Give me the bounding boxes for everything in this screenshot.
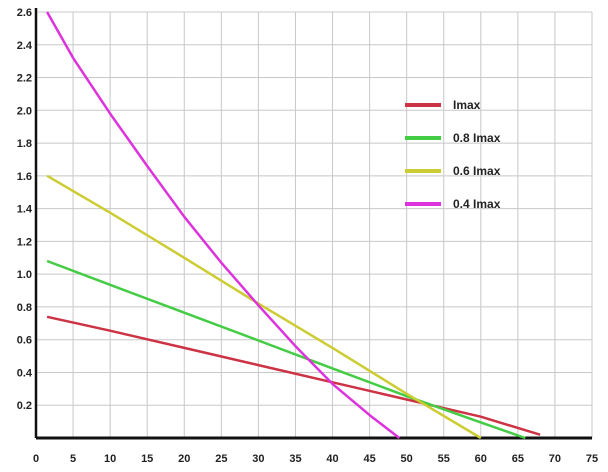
y-tick-label: 1.8 <box>17 138 32 150</box>
x-tick-label: 70 <box>549 453 561 465</box>
y-tick-label: 2.2 <box>17 73 32 85</box>
y-tick-label: 1.2 <box>17 236 32 248</box>
y-tick-label: 2.4 <box>17 40 33 52</box>
x-tick-label: 10 <box>104 453 116 465</box>
legend-label: 0.4 Imax <box>453 197 501 211</box>
x-tick-label: 75 <box>586 453 598 465</box>
x-tick-label: 0 <box>33 453 39 465</box>
x-tick-label: 30 <box>252 453 264 465</box>
series-line <box>46 259 526 440</box>
legend-label: 0.6 Imax <box>453 164 501 178</box>
x-tick-label: 40 <box>326 453 338 465</box>
y-tick-label: 2.6 <box>17 7 32 19</box>
y-tick-label: 0.6 <box>17 335 32 347</box>
x-tick-label: 5 <box>70 453 76 465</box>
legend-label: Imax <box>453 98 481 112</box>
x-tick-label: 35 <box>289 453 301 465</box>
x-tick-label: 50 <box>401 453 413 465</box>
x-tick-label: 55 <box>438 453 450 465</box>
y-tick-label: 0.2 <box>17 400 32 412</box>
y-tick-label: 0.8 <box>17 302 32 314</box>
x-tick-label: 60 <box>475 453 487 465</box>
series-line <box>46 315 541 436</box>
y-tick-label: 1.6 <box>17 171 32 183</box>
y-tick-label: 1.0 <box>17 269 32 281</box>
y-tick-label: 1.4 <box>17 204 33 216</box>
x-tick-label: 45 <box>363 453 375 465</box>
x-tick-label: 65 <box>512 453 524 465</box>
y-tick-label: 2.0 <box>17 105 32 117</box>
x-tick-label: 15 <box>141 453 153 465</box>
x-tick-label: 20 <box>178 453 190 465</box>
legend-label: 0.8 Imax <box>453 131 501 145</box>
x-tick-label: 25 <box>215 453 227 465</box>
y-tick-label: 0.4 <box>17 367 33 379</box>
series-line <box>46 11 401 439</box>
